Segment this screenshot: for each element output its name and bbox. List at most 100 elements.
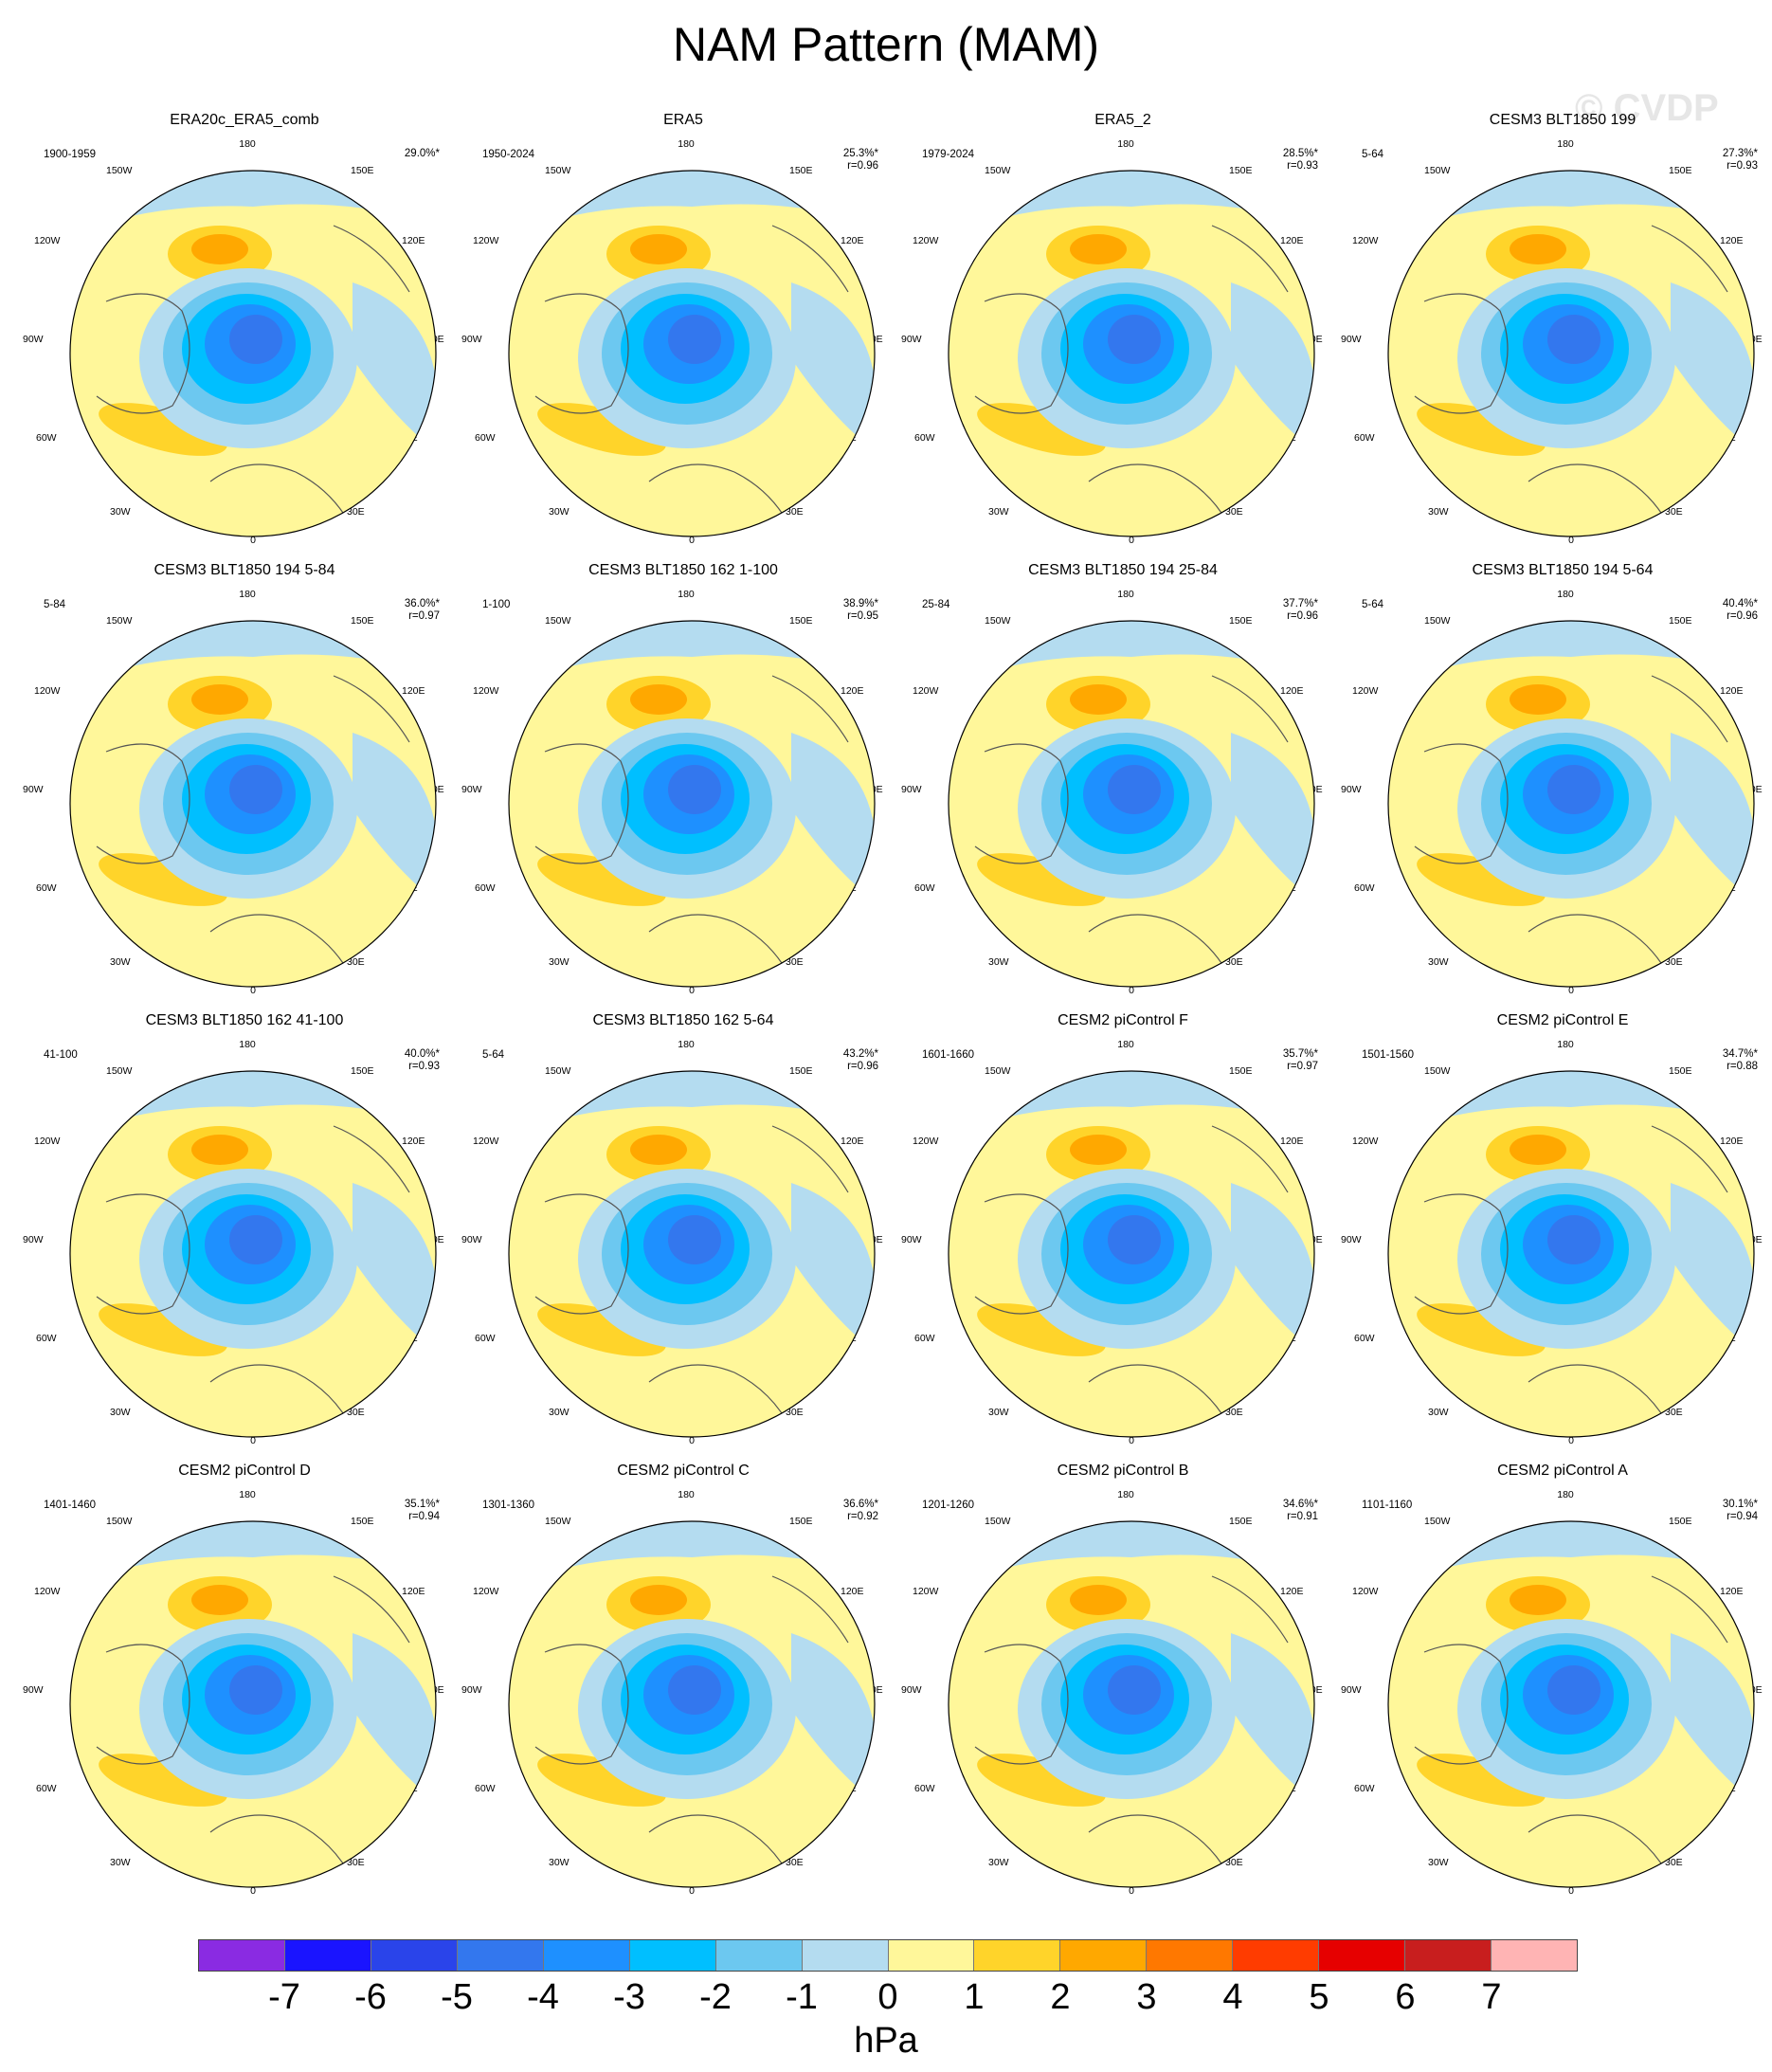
polar-map bbox=[948, 620, 1315, 988]
longitude-label: 180 bbox=[1557, 1039, 1574, 1050]
longitude-label: 150E bbox=[1669, 165, 1692, 176]
colorbar-tick-label: -3 bbox=[613, 1977, 645, 2017]
longitude-label: 120E bbox=[1720, 235, 1744, 246]
longitude-label: 150W bbox=[1424, 615, 1451, 627]
variance-percent: 38.9%* bbox=[842, 598, 878, 609]
longitude-label: 150E bbox=[1669, 615, 1692, 627]
map-border bbox=[508, 1520, 876, 1888]
longitude-label: 150E bbox=[789, 615, 813, 627]
longitude-label: 60W bbox=[914, 882, 935, 894]
longitude-label: 60W bbox=[36, 1783, 57, 1794]
negative-band-asia bbox=[791, 1633, 875, 1804]
longitude-label: 150E bbox=[1669, 1065, 1692, 1077]
colorbar-swatch bbox=[1405, 1940, 1492, 1971]
arctic-low-core bbox=[668, 315, 721, 364]
panel-stats: 38.9%* r=0.95 bbox=[843, 598, 878, 623]
longitude-label: 90W bbox=[23, 784, 44, 795]
longitude-label: 120W bbox=[1352, 1136, 1379, 1147]
longitude-label: 30E bbox=[786, 506, 804, 518]
longitude-label: 0 bbox=[1568, 535, 1574, 546]
longitude-label: 120W bbox=[34, 685, 61, 697]
longitude-label: 30W bbox=[549, 1407, 570, 1418]
colorbar-tick-label: -5 bbox=[441, 1977, 473, 2017]
pattern-correlation: r=0.91 bbox=[1287, 1511, 1318, 1522]
longitude-label: 120E bbox=[402, 235, 425, 246]
map-border bbox=[948, 1070, 1315, 1438]
arctic-low-core bbox=[1108, 315, 1161, 364]
longitude-label: 150E bbox=[1669, 1516, 1692, 1527]
arctic-low-core bbox=[229, 1665, 282, 1715]
panel-title: CESM2 piControl C bbox=[617, 1463, 750, 1479]
pattern-correlation: r=0.93 bbox=[1727, 160, 1758, 172]
negative-band-asia bbox=[1231, 733, 1314, 903]
atlantic-high-anomaly bbox=[537, 1303, 666, 1356]
negative-band-asia bbox=[791, 282, 875, 453]
longitude-label: 0 bbox=[689, 985, 695, 996]
atlantic-high-anomaly bbox=[1417, 853, 1546, 906]
map-border bbox=[1387, 620, 1755, 988]
map-border bbox=[1387, 1520, 1755, 1888]
panel-title: CESM2 piControl D bbox=[178, 1463, 311, 1479]
variance-percent: 29.0%* bbox=[404, 148, 440, 159]
negative-band-asia bbox=[791, 733, 875, 903]
longitude-label: 30W bbox=[110, 506, 131, 518]
pacific-high-core bbox=[191, 684, 248, 715]
longitude-label: 30E bbox=[1225, 506, 1243, 518]
colorbar-tick-label: -6 bbox=[354, 1977, 387, 2017]
longitude-label: 180 bbox=[1117, 138, 1134, 150]
longitude-label: 30W bbox=[988, 1407, 1009, 1418]
longitude-label: 120E bbox=[1720, 1586, 1744, 1597]
panel-years: 25-84 bbox=[922, 599, 950, 610]
map-panel: CESM3 BLT1850 194 5-84 5-84 36.0%* r=0.97 18… bbox=[23, 562, 464, 1012]
longitude-label: 60W bbox=[914, 1783, 935, 1794]
longitude-label: 30W bbox=[110, 956, 131, 968]
panel-stats: 34.6%* r=0.91 bbox=[1283, 1499, 1318, 1523]
map-panel: CESM2 piControl B 1201-1260 34.6%* r=0.91 18… bbox=[901, 1463, 1343, 1913]
panel-stats: 40.0%* r=0.93 bbox=[405, 1048, 440, 1073]
map-panel: CESM3 BLT1850 162 41-100 41-100 40.0%* r=0.… bbox=[23, 1012, 464, 1463]
longitude-label: 60W bbox=[475, 1333, 496, 1344]
negative-band-asia bbox=[1671, 1633, 1754, 1804]
coastline bbox=[1414, 1125, 1728, 1430]
pacific-high-core bbox=[1510, 1135, 1566, 1165]
pattern-correlation: r=0.96 bbox=[1287, 610, 1318, 622]
polar-map bbox=[508, 620, 876, 988]
longitude-label: 120W bbox=[1352, 685, 1379, 697]
pacific-high-core bbox=[630, 234, 687, 264]
longitude-label: 120W bbox=[34, 1136, 61, 1147]
colorbar-swatch bbox=[1060, 1940, 1148, 1971]
panel-title: ERA5_2 bbox=[1094, 112, 1151, 128]
negative-band-asia bbox=[353, 282, 436, 453]
longitude-label: 60W bbox=[1354, 1333, 1375, 1344]
panel-title: CESM2 piControl B bbox=[1057, 1463, 1189, 1479]
variance-percent: 40.0%* bbox=[404, 1048, 440, 1060]
panel-years: 5-64 bbox=[1362, 149, 1384, 160]
map-panel: CESM2 piControl A 1101-1160 30.1%* r=0.94 18… bbox=[1341, 1463, 1772, 1913]
variance-percent: 34.7%* bbox=[1722, 1048, 1758, 1060]
map-border bbox=[1387, 170, 1755, 537]
longitude-label: 30W bbox=[1428, 506, 1449, 518]
coastline bbox=[974, 225, 1289, 530]
map-border bbox=[69, 1520, 437, 1888]
coastline bbox=[974, 675, 1289, 980]
polar-map bbox=[948, 1520, 1315, 1888]
atlantic-high-anomaly bbox=[977, 403, 1106, 456]
longitude-label: 120W bbox=[913, 235, 939, 246]
pacific-high-core bbox=[1070, 234, 1127, 264]
longitude-label: 30W bbox=[988, 506, 1009, 518]
longitude-label: 150W bbox=[106, 1065, 133, 1077]
colorbar-swatch bbox=[1492, 1940, 1577, 1971]
longitude-label: 120E bbox=[841, 685, 864, 697]
pattern-correlation: r=0.88 bbox=[1727, 1061, 1758, 1072]
colorbar-tick-label: 7 bbox=[1481, 1977, 1502, 2017]
colorbar-tick-label: 0 bbox=[877, 1977, 898, 2017]
longitude-label: 30W bbox=[1428, 956, 1449, 968]
longitude-label: 60W bbox=[914, 432, 935, 444]
pattern-correlation: r=0.94 bbox=[408, 1511, 440, 1522]
panel-title: CESM3 BLT1850 194 5-84 bbox=[154, 562, 335, 578]
atlantic-high-anomaly bbox=[977, 1754, 1106, 1807]
polar-map bbox=[948, 170, 1315, 537]
arctic-low-core bbox=[668, 765, 721, 814]
arctic-low-core bbox=[668, 1215, 721, 1264]
atlantic-high-anomaly bbox=[1417, 1303, 1546, 1356]
